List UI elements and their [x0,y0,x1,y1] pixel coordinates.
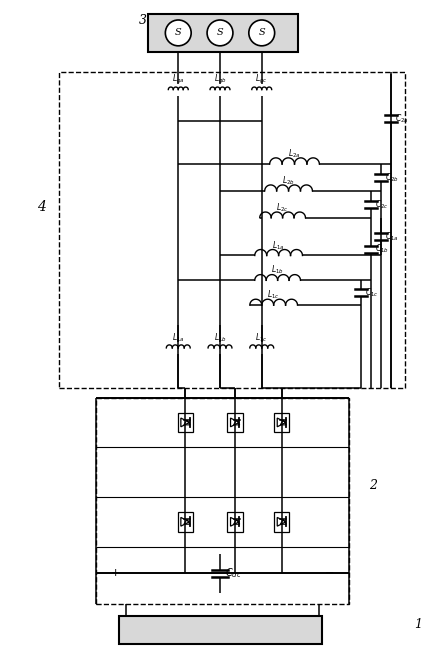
Text: 2: 2 [368,479,376,492]
Text: $C_{2a}$: $C_{2a}$ [394,113,408,125]
Text: S: S [258,29,265,37]
Text: $C_{2b}$: $C_{2b}$ [384,171,398,184]
Text: $L_{1b}$: $L_{1b}$ [271,264,283,276]
Text: 3: 3 [138,14,146,27]
Text: $C_{2c}$: $C_{2c}$ [374,198,388,211]
Text: $C_{dc}$: $C_{dc}$ [224,567,241,580]
Text: $C_{1c}$: $C_{1c}$ [364,286,378,299]
Bar [273,412,289,432]
Text: $L_{1a}$: $L_{1a}$ [272,239,284,251]
Bar [177,412,192,432]
Bar [148,14,297,52]
Text: −: − [324,568,333,578]
Circle shape [165,20,191,46]
Bar [227,512,242,532]
Text: $L_{1c}$: $L_{1c}$ [267,288,279,301]
Text: $L_{ga}$: $L_{ga}$ [172,72,184,86]
Text: $L_{gb}$: $L_{gb}$ [213,72,226,86]
Text: +: + [111,568,120,578]
Bar [227,412,242,432]
Text: S: S [216,29,223,37]
Text: $C_{1b}$: $C_{1b}$ [374,243,388,255]
Circle shape [207,20,233,46]
Bar [273,512,289,532]
Text: $C_{1a}$: $C_{1a}$ [384,230,398,243]
Circle shape [248,20,274,46]
Bar [118,616,321,644]
Text: $L_{1a}$: $L_{1a}$ [172,332,184,344]
Bar [59,72,404,388]
Text: $L_{1c}$: $L_{1c}$ [255,332,267,344]
Text: S: S [175,29,181,37]
Bar [177,512,192,532]
Text: $L_{2c}$: $L_{2c}$ [276,202,288,213]
Text: $L_{2a}$: $L_{2a}$ [288,148,300,160]
Text: $L_{2b}$: $L_{2b}$ [282,174,294,187]
Bar [95,398,348,604]
Text: 1: 1 [413,618,421,631]
Text: $L_{gc}$: $L_{gc}$ [255,72,267,86]
Text: 4: 4 [37,200,46,213]
Text: $L_{1b}$: $L_{1b}$ [213,332,226,344]
